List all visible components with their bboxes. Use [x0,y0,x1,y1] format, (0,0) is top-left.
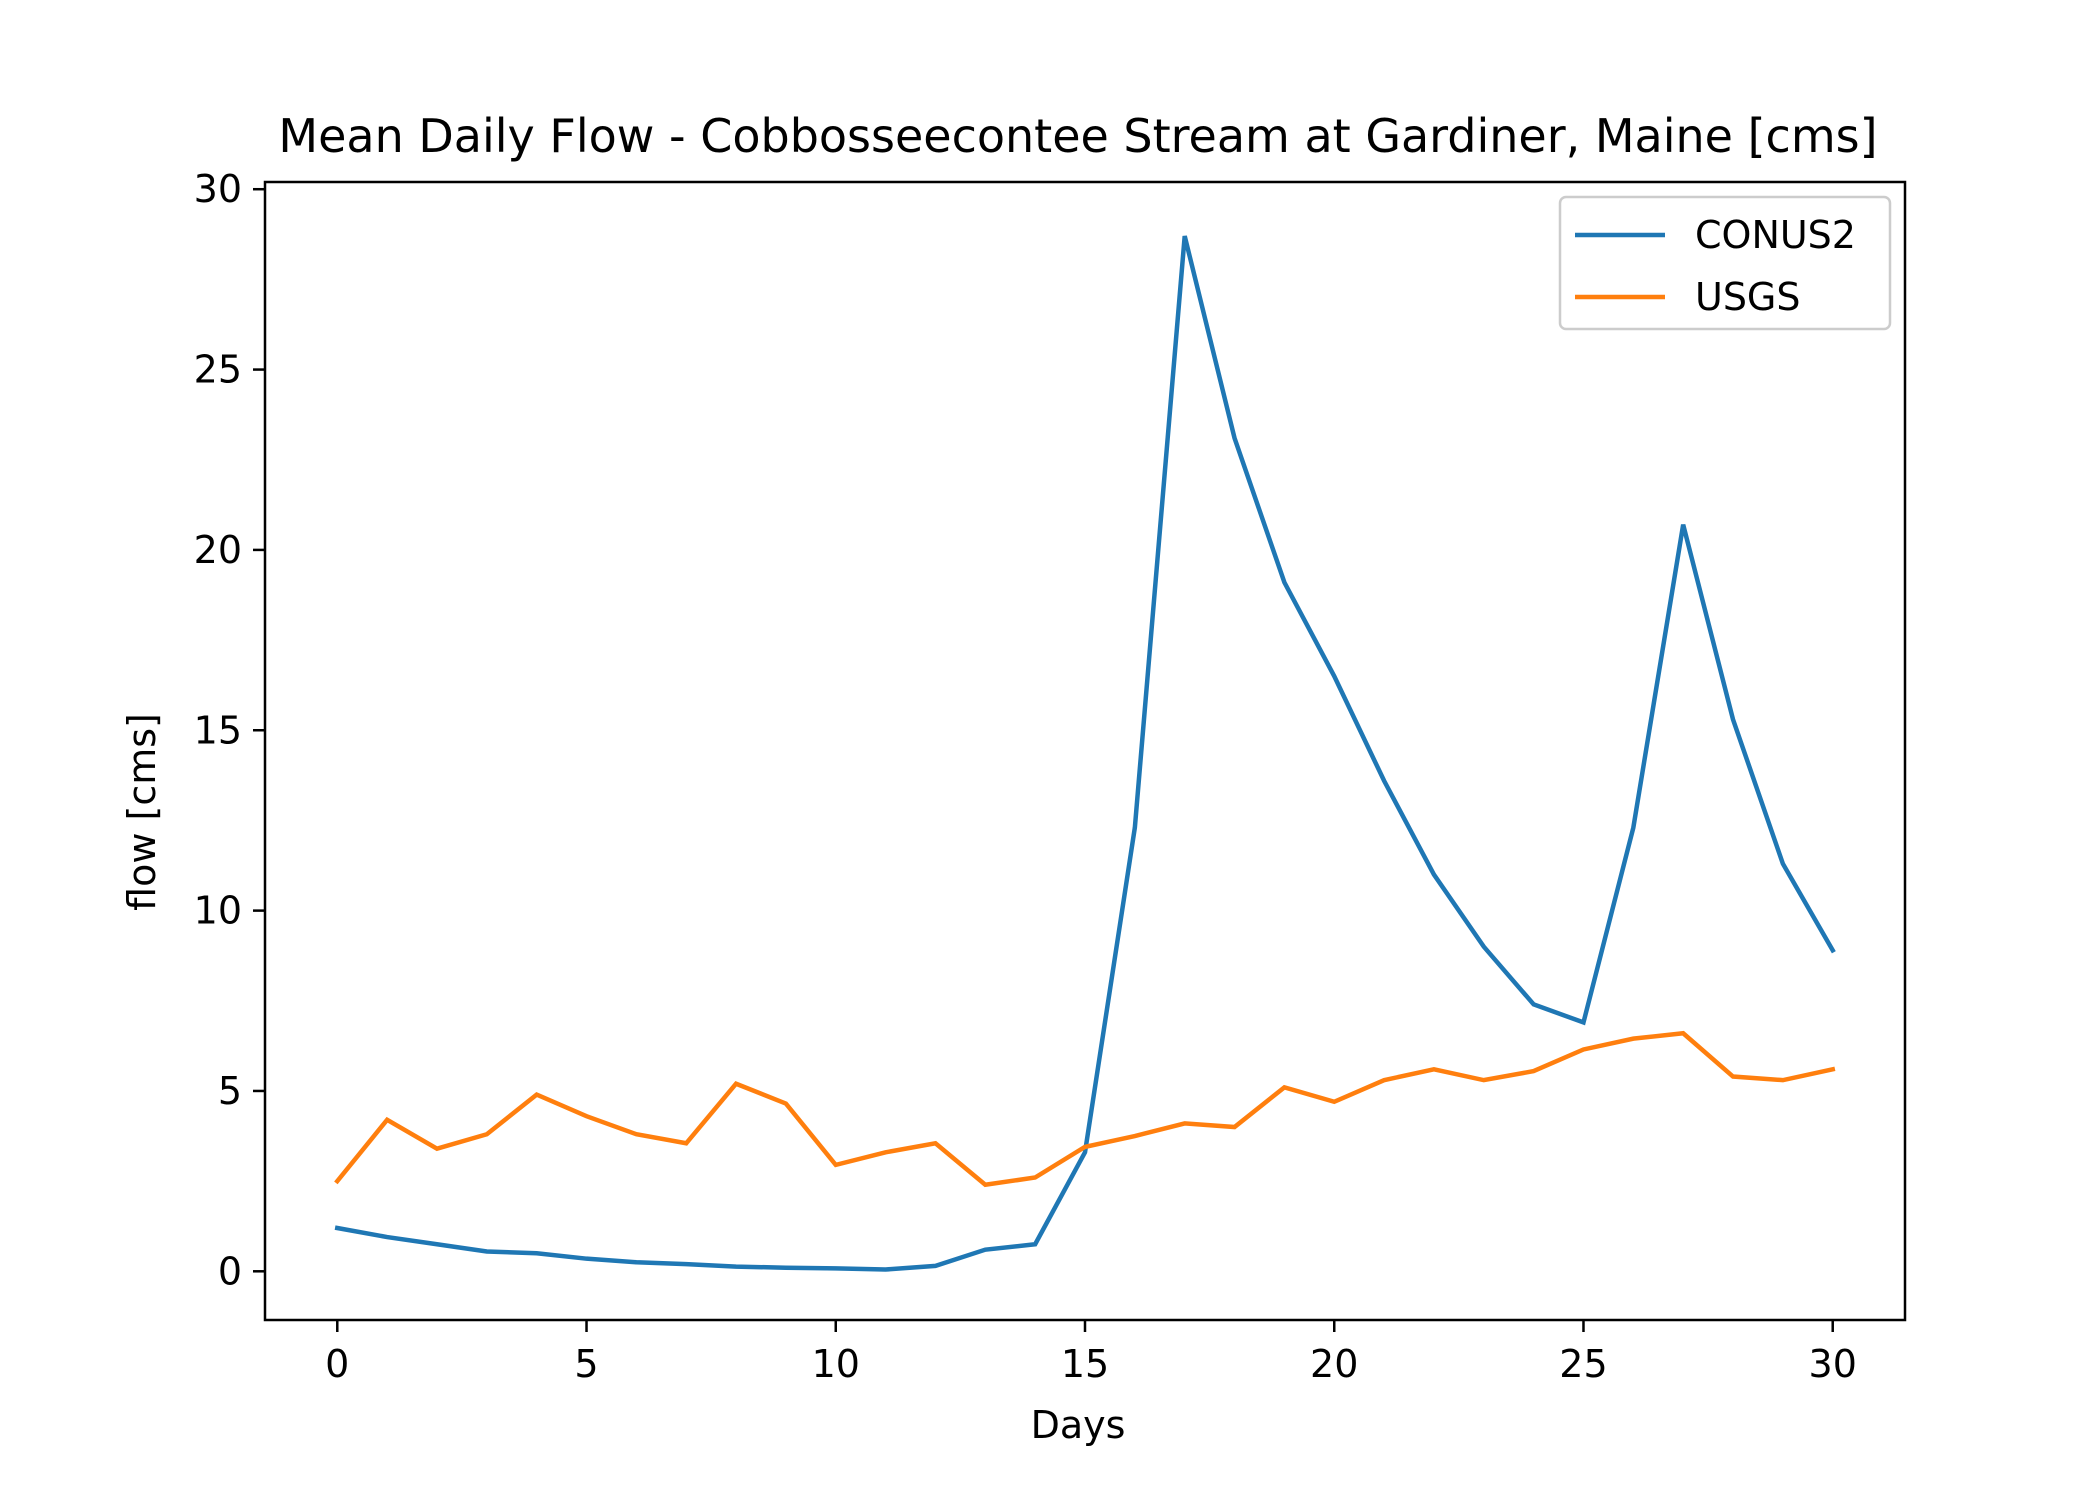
chart-title: Mean Daily Flow - Cobbosseecontee Stream… [278,109,1877,163]
y-tick-label: 0 [218,1249,242,1293]
y-tick-label: 10 [194,889,242,933]
x-tick-label: 15 [1061,1342,1109,1386]
x-tick-label: 0 [325,1342,349,1386]
x-tick-label: 5 [574,1342,598,1386]
x-tick-label: 20 [1310,1342,1358,1386]
x-axis: 0 5 10 15 20 25 30 [325,1320,1857,1386]
y-tick-label: 20 [194,528,242,572]
y-axis-label: flow [cms] [120,713,164,911]
y-tick-label: 25 [194,348,242,392]
y-tick-label: 5 [218,1069,242,1113]
y-tick-label: 15 [194,708,242,752]
y-tick-label: 30 [194,167,242,211]
series-layer [334,235,1836,1272]
x-axis-label: Days [1031,1403,1126,1447]
legend-label-conus2: CONUS2 [1695,213,1856,257]
legend-label-usgs: USGS [1695,275,1801,319]
legend: CONUS2 USGS [1558,195,1892,331]
x-tick-label: 30 [1809,1342,1857,1386]
x-tick-label: 25 [1559,1342,1607,1386]
series-line-usgs [334,1030,1836,1188]
x-tick-label: 10 [812,1342,860,1386]
y-axis: 0 5 10 15 20 25 30 [194,167,265,1293]
series-line-conus2 [334,235,1836,1272]
